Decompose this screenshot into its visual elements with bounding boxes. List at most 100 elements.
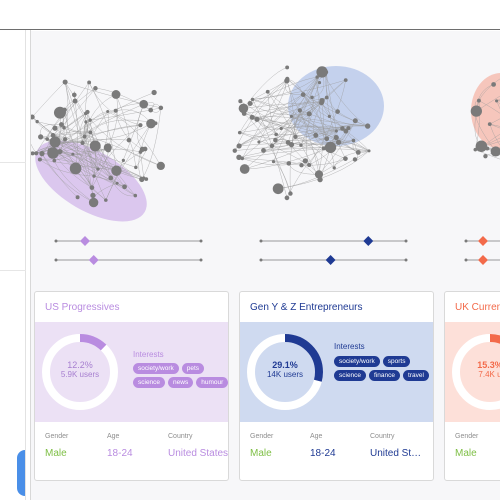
interest-chip[interactable]: sports xyxy=(382,356,411,367)
graph-edge xyxy=(40,132,91,138)
graph-node xyxy=(314,170,324,179)
graph-node xyxy=(122,184,127,190)
graph-node xyxy=(289,114,294,118)
graph-edge xyxy=(72,154,125,187)
card-title: Gen Y & Z Entrepreneurs xyxy=(250,302,363,313)
graph-node xyxy=(35,119,39,124)
graph-edge xyxy=(276,134,339,143)
network-graph-uk-current[interactable] xyxy=(470,63,500,195)
country-label: Country xyxy=(168,433,193,440)
segment-card-us-progressives[interactable]: US Progressives 12.2% 5.9K users Interes… xyxy=(34,291,229,481)
graph-edge xyxy=(302,94,359,153)
interest-chip[interactable]: finance xyxy=(369,370,401,381)
interest-chip[interactable]: news xyxy=(168,377,194,388)
graph-node xyxy=(50,132,56,138)
donut-chart xyxy=(42,334,118,410)
graph-node xyxy=(89,140,101,152)
gender-label: Gender xyxy=(250,433,274,440)
graph-edge xyxy=(239,94,304,133)
graph-edge xyxy=(300,97,314,146)
graph-node xyxy=(365,123,371,129)
segment-card-gen-yz-entrepreneurs[interactable]: Gen Y & Z Entrepreneurs 29.1% 14K users … xyxy=(239,291,434,481)
graph-node xyxy=(39,151,45,157)
graph-node xyxy=(327,114,331,118)
graph-edge xyxy=(39,159,117,171)
graph-edge xyxy=(299,110,335,168)
graph-node xyxy=(483,154,488,159)
donut-arc xyxy=(247,334,323,410)
slider-handle[interactable] xyxy=(478,236,488,246)
slider-handle[interactable] xyxy=(363,236,374,246)
graph-edge xyxy=(489,124,500,146)
graph-node xyxy=(324,95,329,100)
graph-edge xyxy=(258,80,288,143)
graph-node xyxy=(37,157,42,162)
graph-node xyxy=(490,146,500,157)
graph-node xyxy=(271,159,276,164)
graph-node xyxy=(96,167,100,171)
gender-label: Gender xyxy=(455,433,479,440)
graph-edge xyxy=(138,123,152,180)
graph-edge xyxy=(286,80,296,137)
gender-value: Male xyxy=(455,448,477,459)
graph-node xyxy=(238,103,249,114)
graph-edge xyxy=(39,159,95,177)
graph-node xyxy=(343,156,348,161)
graph-edge xyxy=(59,151,144,179)
graph-edge xyxy=(278,150,370,189)
graph-node xyxy=(491,82,496,87)
graph-node xyxy=(355,149,361,155)
graph-edge xyxy=(105,123,152,201)
vertical-separator xyxy=(30,30,31,500)
main-canvas: US Progressives 12.2% 5.9K users Interes… xyxy=(31,31,500,500)
sidebar-divider xyxy=(0,270,26,271)
graph-node xyxy=(334,129,338,133)
network-graph-us-progressives[interactable] xyxy=(31,79,165,238)
graph-edge xyxy=(242,158,310,166)
slider-end xyxy=(259,239,263,243)
graph-node xyxy=(273,137,278,143)
graph-edge xyxy=(489,118,500,125)
gender-label: Gender xyxy=(45,433,69,440)
interest-chip[interactable]: science xyxy=(133,377,166,388)
interest-chip[interactable]: travel xyxy=(403,370,429,381)
graph-node xyxy=(274,132,278,137)
graph-edge xyxy=(46,138,93,188)
graph-node xyxy=(238,99,243,104)
card-title: US Progressives xyxy=(45,302,120,313)
graph-node xyxy=(335,139,342,145)
graph-edge xyxy=(475,149,500,160)
graph-node xyxy=(297,108,302,113)
sidebar-toggle-button[interactable] xyxy=(17,450,25,496)
age-label: Age xyxy=(107,433,120,440)
interest-chip[interactable]: humour xyxy=(196,377,228,388)
interest-chip[interactable]: science xyxy=(334,370,367,381)
graph-node xyxy=(346,126,351,131)
graph-node xyxy=(324,136,330,142)
graph-node xyxy=(57,148,63,155)
slider-handle[interactable] xyxy=(325,255,336,265)
graph-node xyxy=(106,110,110,114)
slider-handle[interactable] xyxy=(88,255,99,265)
graph-edge xyxy=(240,101,346,159)
graph-edge xyxy=(286,137,337,199)
interest-chip[interactable]: society/work xyxy=(334,356,380,367)
graph-edge xyxy=(82,142,142,180)
segment-card-uk-current[interactable]: UK Current 15.3% 7.4K u Gender Male xyxy=(444,291,500,481)
graph-node xyxy=(53,106,66,119)
interest-chip[interactable]: society/work xyxy=(133,363,179,374)
graph-node xyxy=(121,158,125,163)
graph-node xyxy=(335,109,340,114)
slider-handle[interactable] xyxy=(478,255,488,265)
slider-end xyxy=(464,239,468,243)
graph-edge xyxy=(287,78,343,129)
graph-edge xyxy=(52,135,142,180)
interests-label: Interests xyxy=(133,350,164,359)
graph-edge xyxy=(41,153,94,203)
interest-chip[interactable]: pets xyxy=(181,363,205,374)
network-graph-gen-yz-entrepreneurs[interactable] xyxy=(232,65,384,201)
slider-handle[interactable] xyxy=(80,236,90,246)
graph-edge xyxy=(256,119,346,132)
graph-node xyxy=(299,143,303,147)
graph-node xyxy=(269,143,275,149)
